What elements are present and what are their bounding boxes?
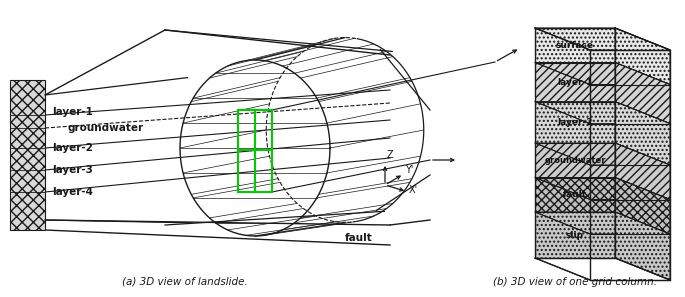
Text: layer-4: layer-4	[52, 187, 93, 197]
Text: layer-2: layer-2	[52, 143, 93, 153]
Text: groundwater: groundwater	[68, 123, 144, 133]
Polygon shape	[615, 143, 670, 200]
Text: layer-1: layer-1	[52, 107, 93, 117]
Polygon shape	[615, 102, 670, 165]
Polygon shape	[535, 62, 615, 102]
Polygon shape	[535, 212, 670, 234]
Text: (a) 3D view of landslide.: (a) 3D view of landslide.	[122, 277, 248, 287]
Polygon shape	[535, 178, 615, 212]
Text: surface: surface	[556, 41, 594, 50]
Text: Y': Y'	[405, 165, 413, 175]
Polygon shape	[535, 212, 615, 258]
Text: layer-3: layer-3	[52, 165, 93, 175]
Polygon shape	[535, 143, 670, 165]
Polygon shape	[615, 212, 670, 280]
Text: groundwater: groundwater	[545, 156, 606, 165]
Text: (b) 3D view of one grid column.: (b) 3D view of one grid column.	[493, 277, 657, 287]
Text: slip: slip	[566, 230, 584, 239]
Polygon shape	[615, 178, 670, 234]
Text: layer-1: layer-1	[558, 78, 593, 86]
Polygon shape	[10, 80, 45, 230]
Text: fault: fault	[563, 190, 587, 199]
Polygon shape	[535, 62, 670, 85]
Polygon shape	[535, 102, 670, 124]
Polygon shape	[535, 28, 615, 62]
Text: fault: fault	[345, 233, 373, 243]
Polygon shape	[535, 102, 615, 143]
Text: Z: Z	[387, 150, 394, 160]
Polygon shape	[615, 28, 670, 85]
Text: X': X'	[409, 185, 418, 195]
Polygon shape	[535, 143, 615, 178]
Polygon shape	[615, 62, 670, 124]
Text: layer-2: layer-2	[558, 118, 593, 127]
Polygon shape	[535, 178, 670, 200]
Polygon shape	[535, 28, 670, 50]
